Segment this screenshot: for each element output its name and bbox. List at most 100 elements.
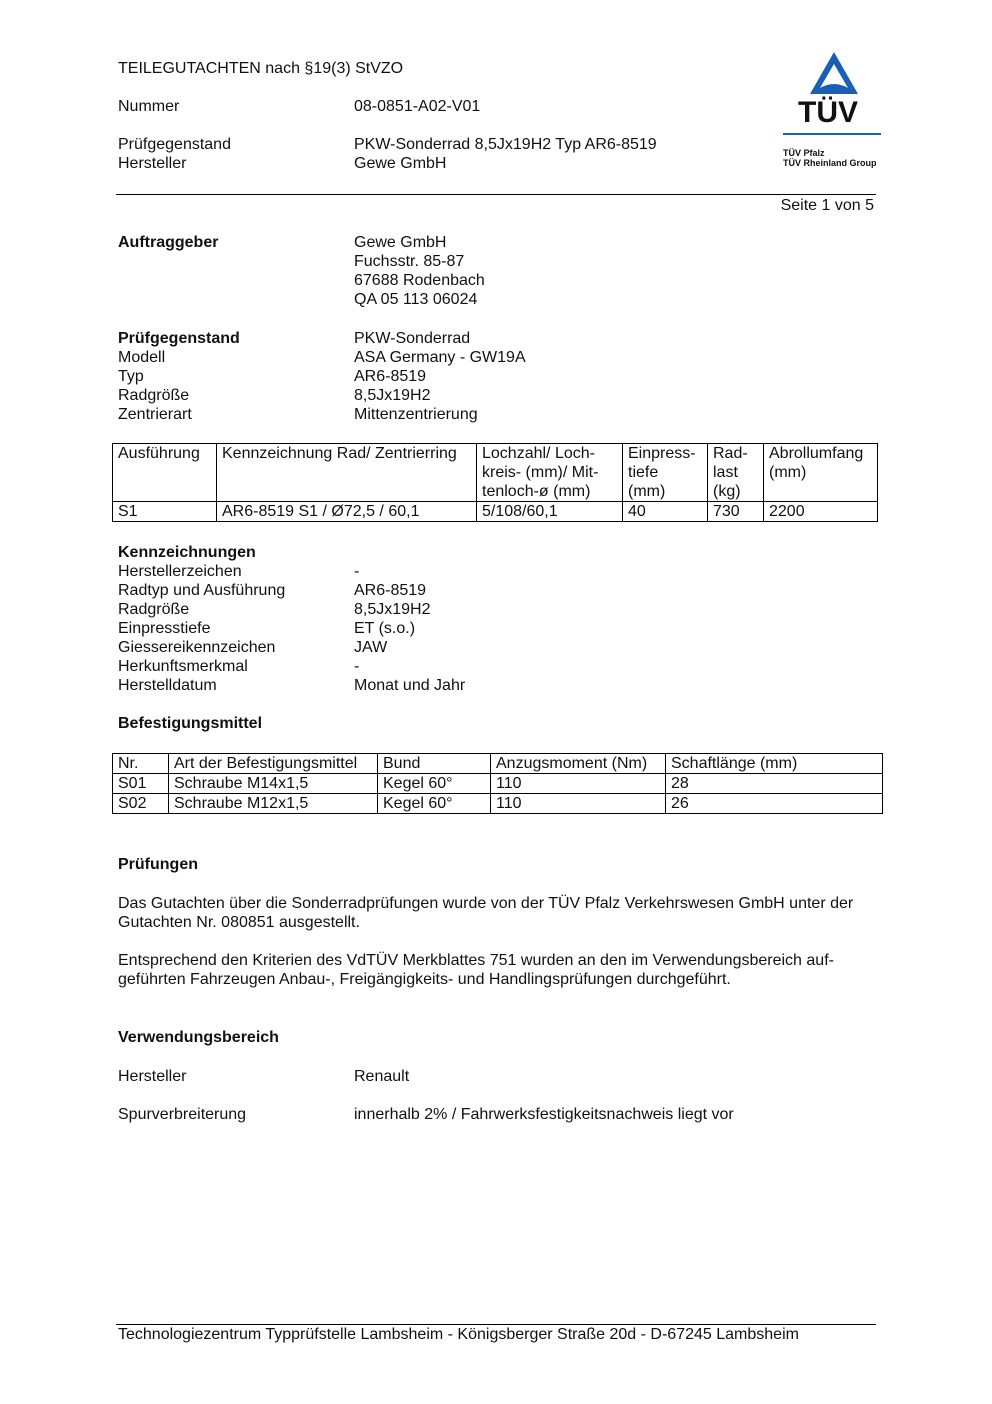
auftraggeber-label: Auftraggeber [118,234,219,251]
field-label: Prüfgegenstand [118,330,240,347]
kennzeichnungen-list: Herstellerzeichen - Radtyp und Ausführung A… [118,562,818,695]
spurverbreiterung-label: Spurverbreiterung [118,1106,247,1123]
column-header: Lochzahl/ Loch- kreis- (mm)/ Mit- tenloc… [476,443,623,502]
page-number: Seite 1 von 5 [780,197,874,214]
table-cell: S1 [112,501,217,522]
table-row: S02 Schraube M12x1,5 Kegel 60° 110 26 [112,793,883,814]
table-row: S1 AR6-8519 S1 / Ø72,5 / 60,1 5/108/60,1 40… [112,501,878,522]
table-cell: 110 [490,793,666,814]
field-value: 8,5Jx19H2 [354,601,431,618]
field-value: ASA Germany - GW19A [354,349,526,366]
hersteller-label: Hersteller [118,155,187,172]
wheel-table: Ausführung Kennzeichnung Rad/ Zentrierrin… [112,443,878,522]
field-label: Radgröße [118,387,190,404]
column-header: Nr. [112,753,169,774]
footer-divider [116,1324,876,1325]
hersteller-value: Gewe GmbH [354,155,447,172]
pruefungen-paragraph-1: Das Gutachten über die Sonderradprüfunge… [118,895,854,931]
tuv-triangle-icon [810,52,858,94]
field-label: Herkunftsmerkmal [118,658,248,675]
field-value: AR6-8519 [354,368,427,385]
table-cell: Schraube M12x1,5 [168,793,378,814]
table-cell: 40 [622,501,708,522]
field-row: Giessereikennzeichen JAW [118,638,818,657]
field-value: PKW-Sonderrad [354,330,471,347]
spurverbreiterung-value: innerhalb 2% / Fahrwerksfestigkeitsnachw… [354,1106,734,1123]
field-row: Radgröße 8,5Jx19H2 [118,600,818,619]
auftraggeber-address: Gewe GmbH Fuchsstr. 85-87 67688 Rodenbac… [354,233,485,309]
pruefgegenstand-label: Prüfgegenstand [118,136,231,153]
field-label: Radgröße [118,601,190,618]
column-header: Schaftlänge (mm) [665,753,883,774]
pruefgegenstand-section: Prüfgegenstand PKW-Sonderrad Modell ASA Ger… [118,329,818,424]
fastener-table: Nr. Art der Befestigungsmittel Bund Anzugsm… [112,753,883,814]
table-header-row: Ausführung Kennzeichnung Rad/ Zentrierrin… [112,443,878,502]
table-cell: 730 [707,501,764,522]
column-header: Rad- last (kg) [707,443,764,502]
pruefungen-title: Prüfungen [118,856,198,873]
field-label: Typ [118,368,144,385]
field-value: ET (s.o.) [354,620,416,637]
footer-address: Technologiezentrum Typprüfstelle Lambshe… [118,1326,799,1343]
header-divider [116,194,876,195]
field-row: Modell ASA Germany - GW19A [118,348,818,367]
table-cell: Kegel 60° [377,773,491,794]
kennzeichnungen-title: Kennzeichnungen [118,544,256,561]
tuv-pfalz-text: TÜV Pfalz [783,148,825,158]
pruefgegenstand-value: PKW-Sonderrad 8,5Jx19H2 Typ AR6-8519 [354,136,657,153]
column-header: Abrollumfang (mm) [763,443,878,502]
field-label: Herstellerzeichen [118,563,242,580]
field-label: Modell [118,349,166,366]
document-title: TEILEGUTACHTEN nach §19(3) StVZO [118,60,404,77]
address-line: 67688 Rodenbach [354,272,485,289]
nummer-label: Nummer [118,98,180,115]
table-cell: 2200 [763,501,878,522]
table-header-row: Nr. Art der Befestigungsmittel Bund Anzugsm… [112,753,883,774]
field-row: Zentrierart Mittenzentrierung [118,405,818,424]
field-row: Einpresstiefe ET (s.o.) [118,619,818,638]
pruefungen-paragraph-2: Entsprechend den Kriterien des VdTÜV Mer… [118,952,834,988]
field-value: Mittenzentrierung [354,406,478,423]
verwendung-hersteller-value: Renault [354,1068,410,1085]
table-cell: 28 [665,773,883,794]
field-row: Herstelldatum Monat und Jahr [118,676,818,695]
befestigung-title: Befestigungsmittel [118,715,263,732]
field-row: Herkunftsmerkmal - [118,657,818,676]
verwendung-title: Verwendungsbereich [118,1029,279,1046]
field-label: Herstelldatum [118,677,217,694]
field-label: Giessereikennzeichen [118,639,276,656]
nummer-value: 08-0851-A02-V01 [354,98,481,115]
field-row: Prüfgegenstand PKW-Sonderrad [118,329,818,348]
column-header: Anzugsmoment (Nm) [490,753,666,774]
field-value: AR6-8519 [354,582,427,599]
verwendung-hersteller-label: Hersteller [118,1068,187,1085]
tuv-group-text: TÜV Rheinland Group [783,158,877,168]
table-cell: S01 [112,773,169,794]
field-label: Zentrierart [118,406,192,423]
field-label: Radtyp und Ausführung [118,582,286,599]
table-cell: AR6-8519 S1 / Ø72,5 / 60,1 [216,501,477,522]
tuv-logo-text: TÜV [798,96,858,129]
address-line: QA 05 113 06024 [354,291,478,308]
field-value: 8,5Jx19H2 [354,387,431,404]
field-value: - [354,658,360,675]
column-header: Einpress- tiefe (mm) [622,443,708,502]
table-cell: 110 [490,773,666,794]
table-cell: Schraube M14x1,5 [168,773,378,794]
field-label: Einpresstiefe [118,620,211,637]
field-row: Typ AR6-8519 [118,367,818,386]
column-header: Kennzeichnung Rad/ Zentrierring [216,443,477,502]
table-cell: 5/108/60,1 [476,501,623,522]
address-line: Fuchsstr. 85-87 [354,253,465,270]
field-row: Radtyp und Ausführung AR6-8519 [118,581,818,600]
field-value: Monat und Jahr [354,677,466,694]
address-line: Gewe GmbH [354,234,447,251]
table-cell: 26 [665,793,883,814]
table-cell: Kegel 60° [377,793,491,814]
field-value: JAW [354,639,388,656]
field-row: Radgröße 8,5Jx19H2 [118,386,818,405]
column-header: Art der Befestigungsmittel [168,753,378,774]
field-value: - [354,563,360,580]
table-row: S01 Schraube M14x1,5 Kegel 60° 110 28 [112,773,883,794]
